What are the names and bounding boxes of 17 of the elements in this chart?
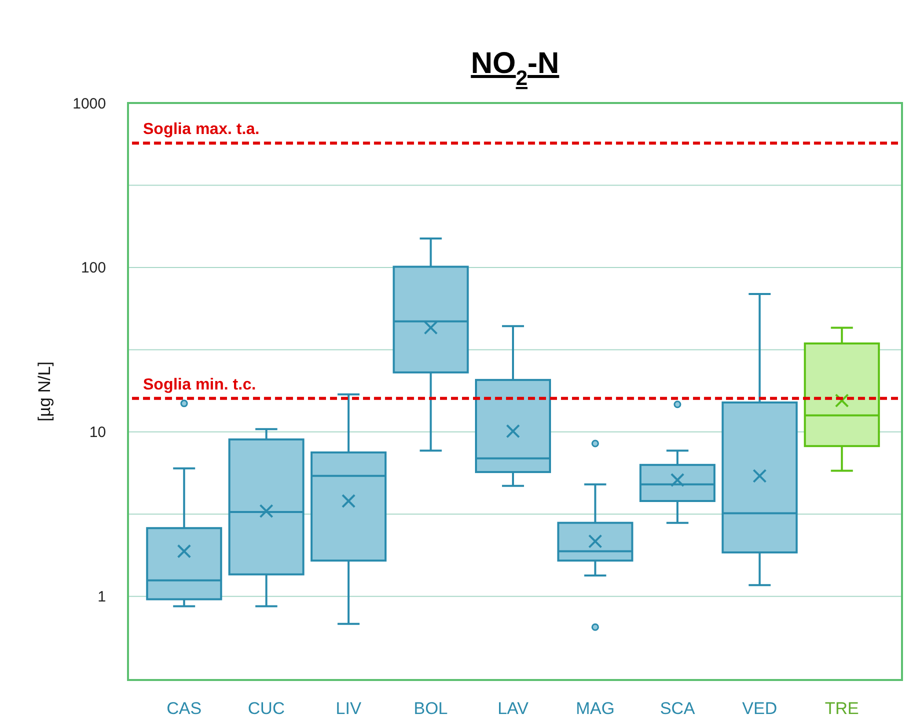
ref-line-label: Soglia max. t.a.: [143, 121, 260, 138]
y-tick-label: 1000: [72, 95, 106, 112]
x-tick-label: LIV: [336, 699, 362, 718]
ref-line-label: Soglia min. t.c.: [143, 376, 256, 394]
y-tick-label: 10: [89, 424, 106, 442]
x-tick-label: TRE: [824, 699, 859, 718]
y-axis-title: [µg N/L]: [35, 362, 54, 422]
chart-title: NO$_{2}$-N: [470, 47, 560, 90]
y-tick-label: 1: [98, 588, 106, 606]
x-tick-label: LAV: [498, 699, 530, 718]
y-tick-label: 100: [80, 260, 106, 277]
x-tick-label: CUC: [248, 699, 285, 718]
x-tick-label: SCA: [660, 699, 696, 718]
x-tick-label: BOL: [414, 699, 448, 718]
x-tick-label: CAS: [166, 699, 202, 718]
x-tick-label: MAG: [576, 699, 615, 718]
x-tick-label: VED: [742, 699, 778, 718]
